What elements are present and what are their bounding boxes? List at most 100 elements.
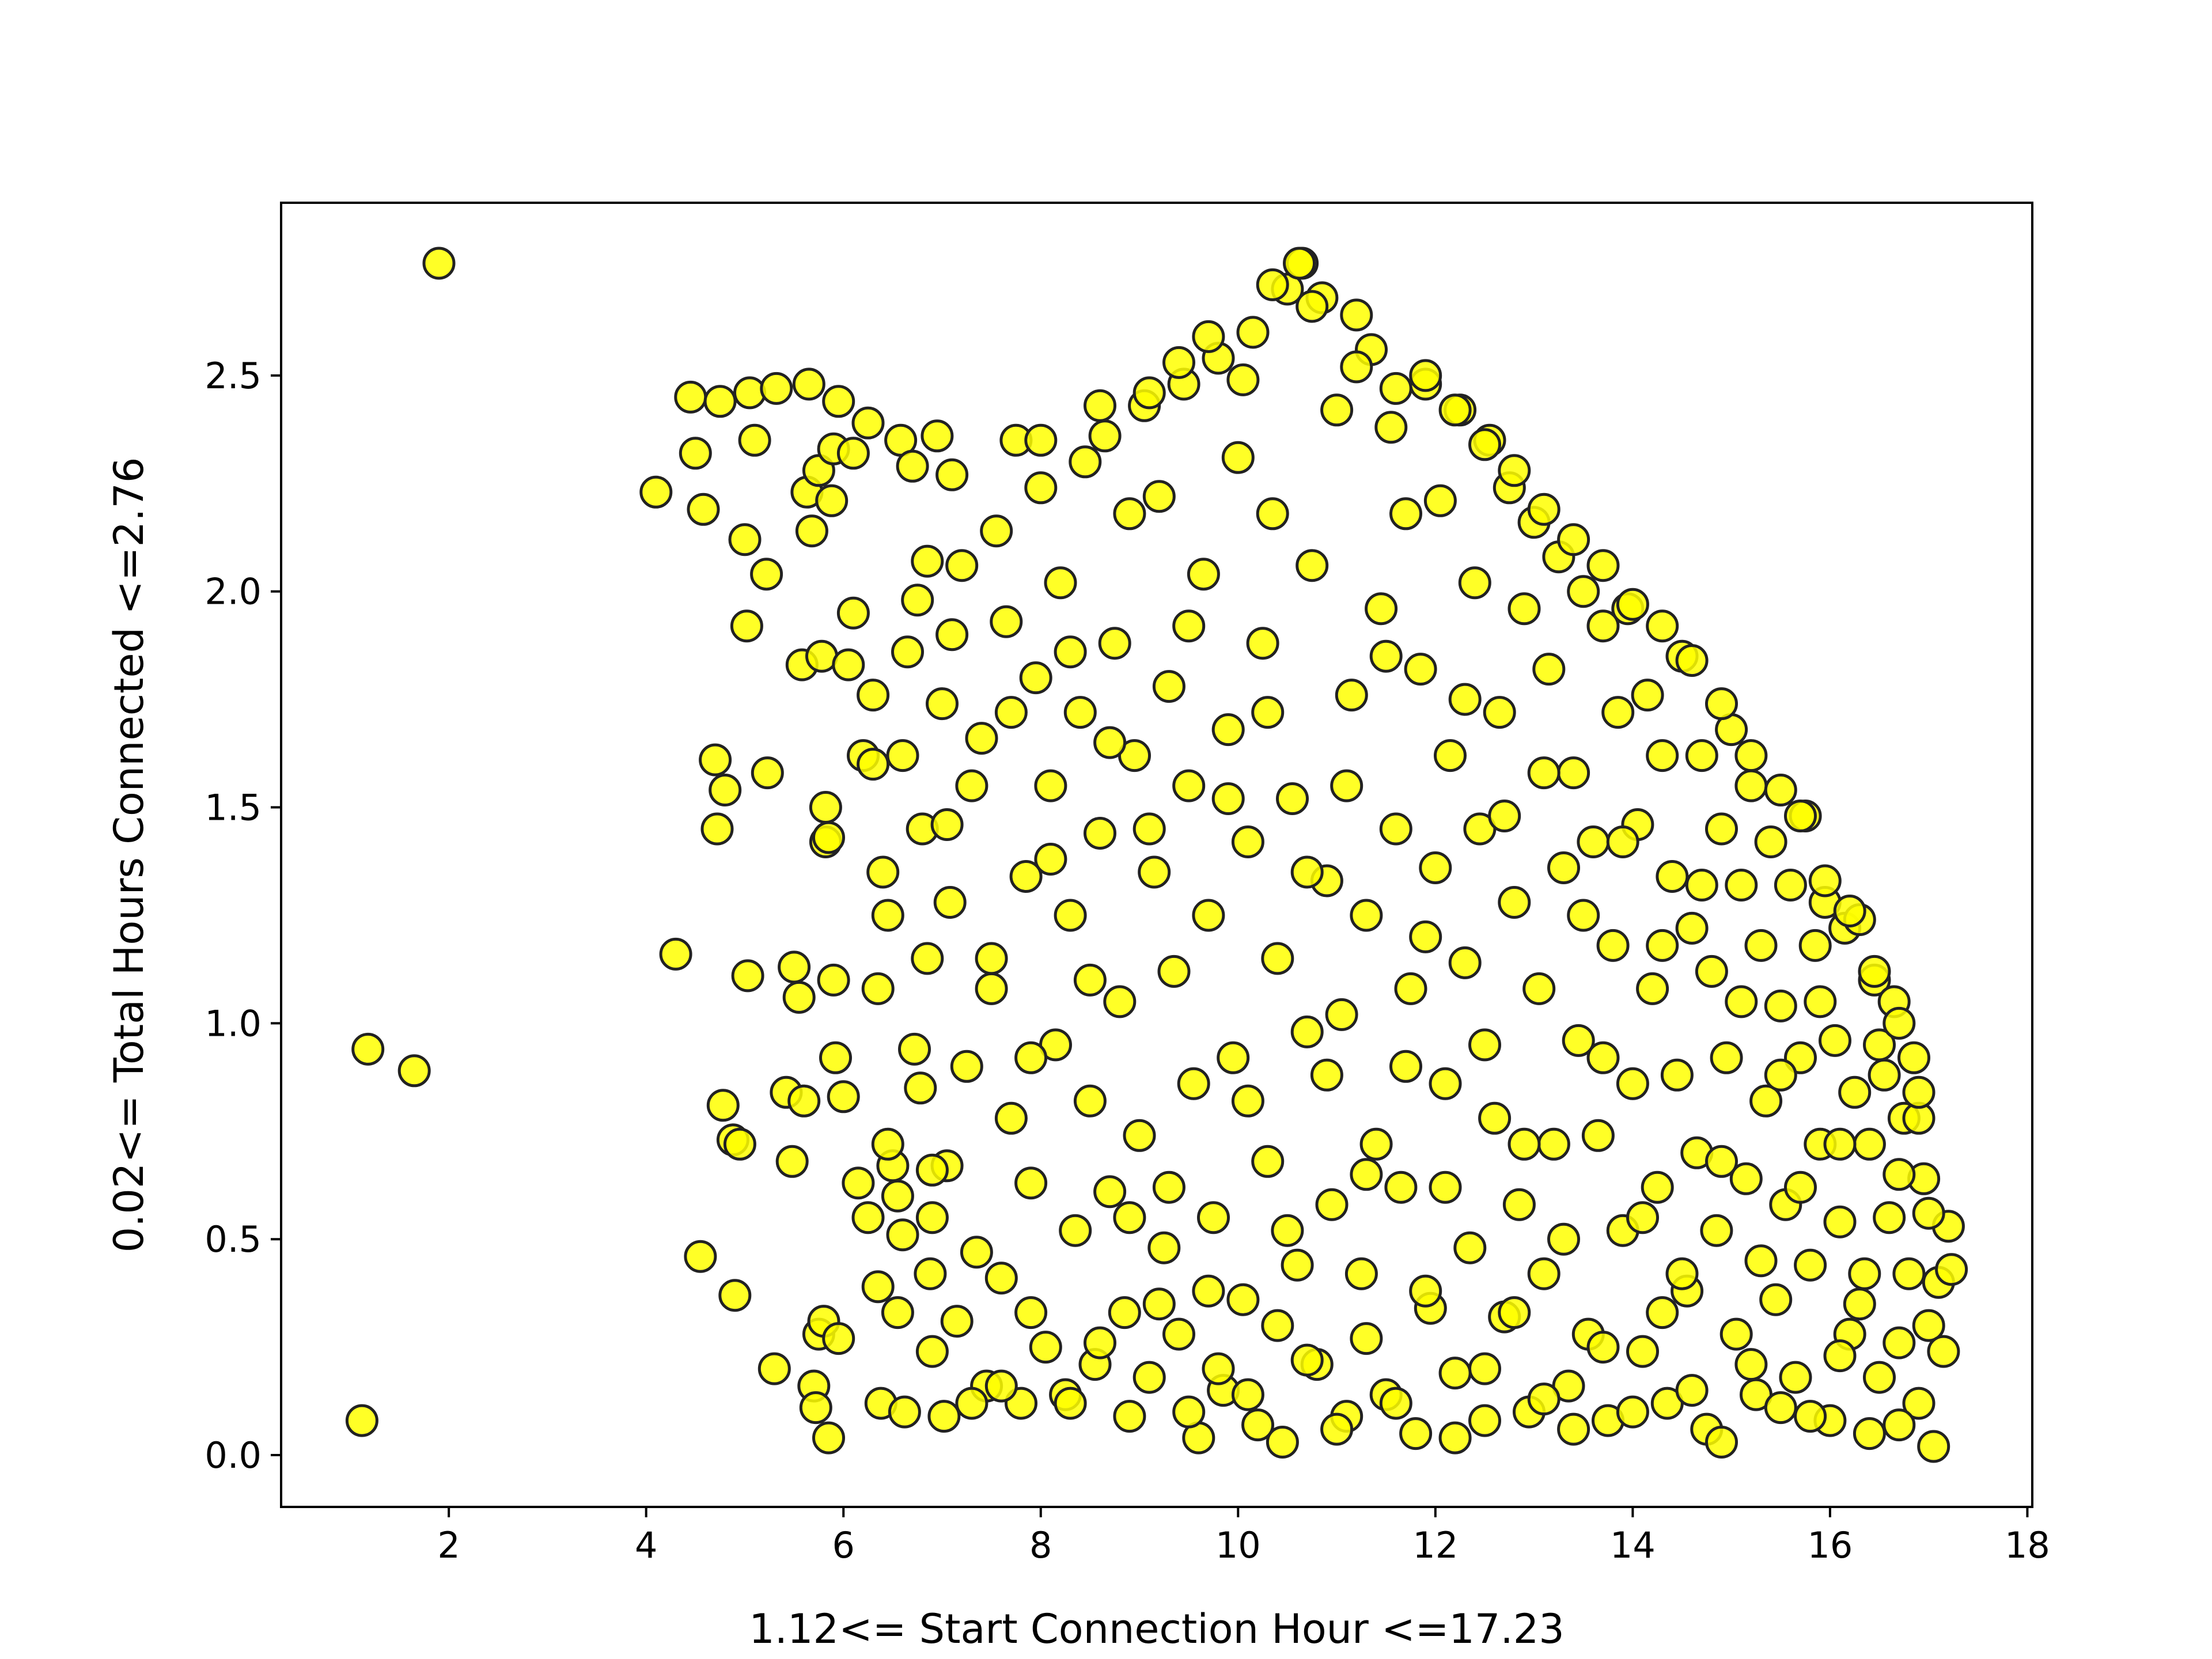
scatter-point xyxy=(1912,1309,1945,1342)
scatter-point xyxy=(851,1201,885,1234)
scatter-point xyxy=(832,648,865,681)
scatter-point xyxy=(1069,445,1102,479)
scatter-point xyxy=(1034,843,1067,876)
scatter-point xyxy=(1764,774,1797,806)
scatter-point xyxy=(809,791,842,824)
scatter-point xyxy=(1616,588,1649,621)
scatter-point xyxy=(817,963,850,997)
scatter-point xyxy=(1725,985,1758,1018)
scatter-point xyxy=(1350,899,1383,932)
scatter-point xyxy=(1547,1222,1580,1256)
scatter-point xyxy=(1192,320,1225,353)
scatter-point xyxy=(1567,899,1600,932)
scatter-point xyxy=(1764,1391,1797,1425)
scatter-point xyxy=(1152,670,1185,703)
scatter-point xyxy=(1725,869,1758,902)
scatter-point xyxy=(1567,575,1600,608)
scatter-point xyxy=(1586,1041,1620,1074)
y-tick-label: 0.0 xyxy=(204,1434,262,1476)
y-tick-label: 1.0 xyxy=(204,1002,262,1044)
scatter-point xyxy=(1221,441,1255,474)
scatter-point xyxy=(1231,1378,1264,1411)
scatter-point xyxy=(1557,1412,1590,1446)
scatter-point xyxy=(1088,419,1122,453)
scatter-point xyxy=(1616,1067,1649,1100)
scatter-point xyxy=(787,1084,821,1118)
scatter-point xyxy=(1883,1326,1916,1359)
scatter-point xyxy=(1498,454,1531,487)
scatter-point xyxy=(836,437,870,470)
scatter-point xyxy=(1798,929,1832,962)
scatter-point xyxy=(933,886,967,919)
scatter-point xyxy=(1794,1400,1827,1433)
x-tick-label: 2 xyxy=(437,1524,460,1566)
y-axis-label: 0.02<= Total Hours Connected <=2.76 xyxy=(105,457,153,1253)
scatter-point xyxy=(1626,1201,1659,1234)
scatter-point xyxy=(1379,812,1412,846)
scatter-point xyxy=(731,959,764,993)
scatter-point xyxy=(990,605,1023,638)
scatter-point xyxy=(1236,316,1270,349)
scatter-point xyxy=(1024,423,1058,457)
scatter-point xyxy=(1365,592,1398,626)
scatter-point xyxy=(1054,635,1087,669)
scatter-point xyxy=(911,544,944,578)
scatter-point xyxy=(1029,1331,1062,1364)
scatter-point xyxy=(1434,739,1467,772)
scatter-point xyxy=(1729,1162,1763,1195)
scatter-point xyxy=(1108,1296,1141,1330)
scatter-point xyxy=(891,635,924,669)
scatter-point xyxy=(1019,661,1052,695)
scatter-point xyxy=(1912,1196,1945,1230)
scatter-point xyxy=(1379,372,1412,405)
scatter-point xyxy=(1266,1426,1299,1459)
scatter-point xyxy=(935,458,969,491)
scatter-point xyxy=(984,1262,1018,1295)
scatter-point xyxy=(915,1153,949,1187)
scatter-point xyxy=(1705,1426,1738,1459)
scatter-point xyxy=(1522,972,1556,1005)
scatter-point xyxy=(1883,1408,1916,1442)
scatter-point xyxy=(822,1322,855,1355)
scatter-point xyxy=(994,696,1028,729)
scatter-point xyxy=(1557,756,1590,790)
scatter-point xyxy=(1226,363,1260,396)
scatter-point xyxy=(921,419,954,453)
scatter-point xyxy=(904,1071,937,1105)
scatter-point xyxy=(1581,1119,1615,1152)
scatter-point xyxy=(1320,1412,1354,1446)
scatter-point xyxy=(1626,1335,1659,1368)
scatter-point xyxy=(1734,739,1768,772)
scatter-point xyxy=(775,1145,809,1178)
scatter-point xyxy=(1172,609,1206,643)
scatter-point xyxy=(1438,1357,1472,1390)
scatter-point xyxy=(1246,627,1279,660)
scatter-point xyxy=(1014,1166,1048,1200)
scatter-point xyxy=(1660,1058,1694,1092)
scatter-point xyxy=(1843,1287,1876,1321)
scatter-point xyxy=(1419,851,1452,884)
scatter-point xyxy=(1705,812,1738,846)
scatter-point xyxy=(896,449,929,483)
scatter-point xyxy=(1211,713,1245,747)
scatter-point xyxy=(926,687,959,721)
scatter-point xyxy=(687,493,720,526)
scatter-point xyxy=(728,523,762,556)
scatter-point xyxy=(1508,592,1541,626)
scatter-point xyxy=(1142,1287,1176,1321)
scatter-point xyxy=(1152,1171,1185,1204)
scatter-point xyxy=(950,1050,983,1083)
scatter-point xyxy=(1685,869,1718,902)
scatter-point xyxy=(1409,359,1442,392)
scatter-point xyxy=(1231,825,1264,858)
x-tick-label: 18 xyxy=(2005,1524,2050,1566)
scatter-point xyxy=(1596,929,1630,962)
scatter-point xyxy=(1448,683,1482,716)
scatter-point xyxy=(733,376,766,410)
scatter-point xyxy=(1256,497,1289,531)
y-axis: 0.0 0.5 1.0 1.5 2.0 2.5 xyxy=(204,355,281,1476)
scatter-point xyxy=(1438,1421,1472,1455)
scatter-point xyxy=(1700,1214,1733,1247)
scatter-point xyxy=(1103,985,1137,1018)
scatter-point xyxy=(1251,1145,1285,1178)
